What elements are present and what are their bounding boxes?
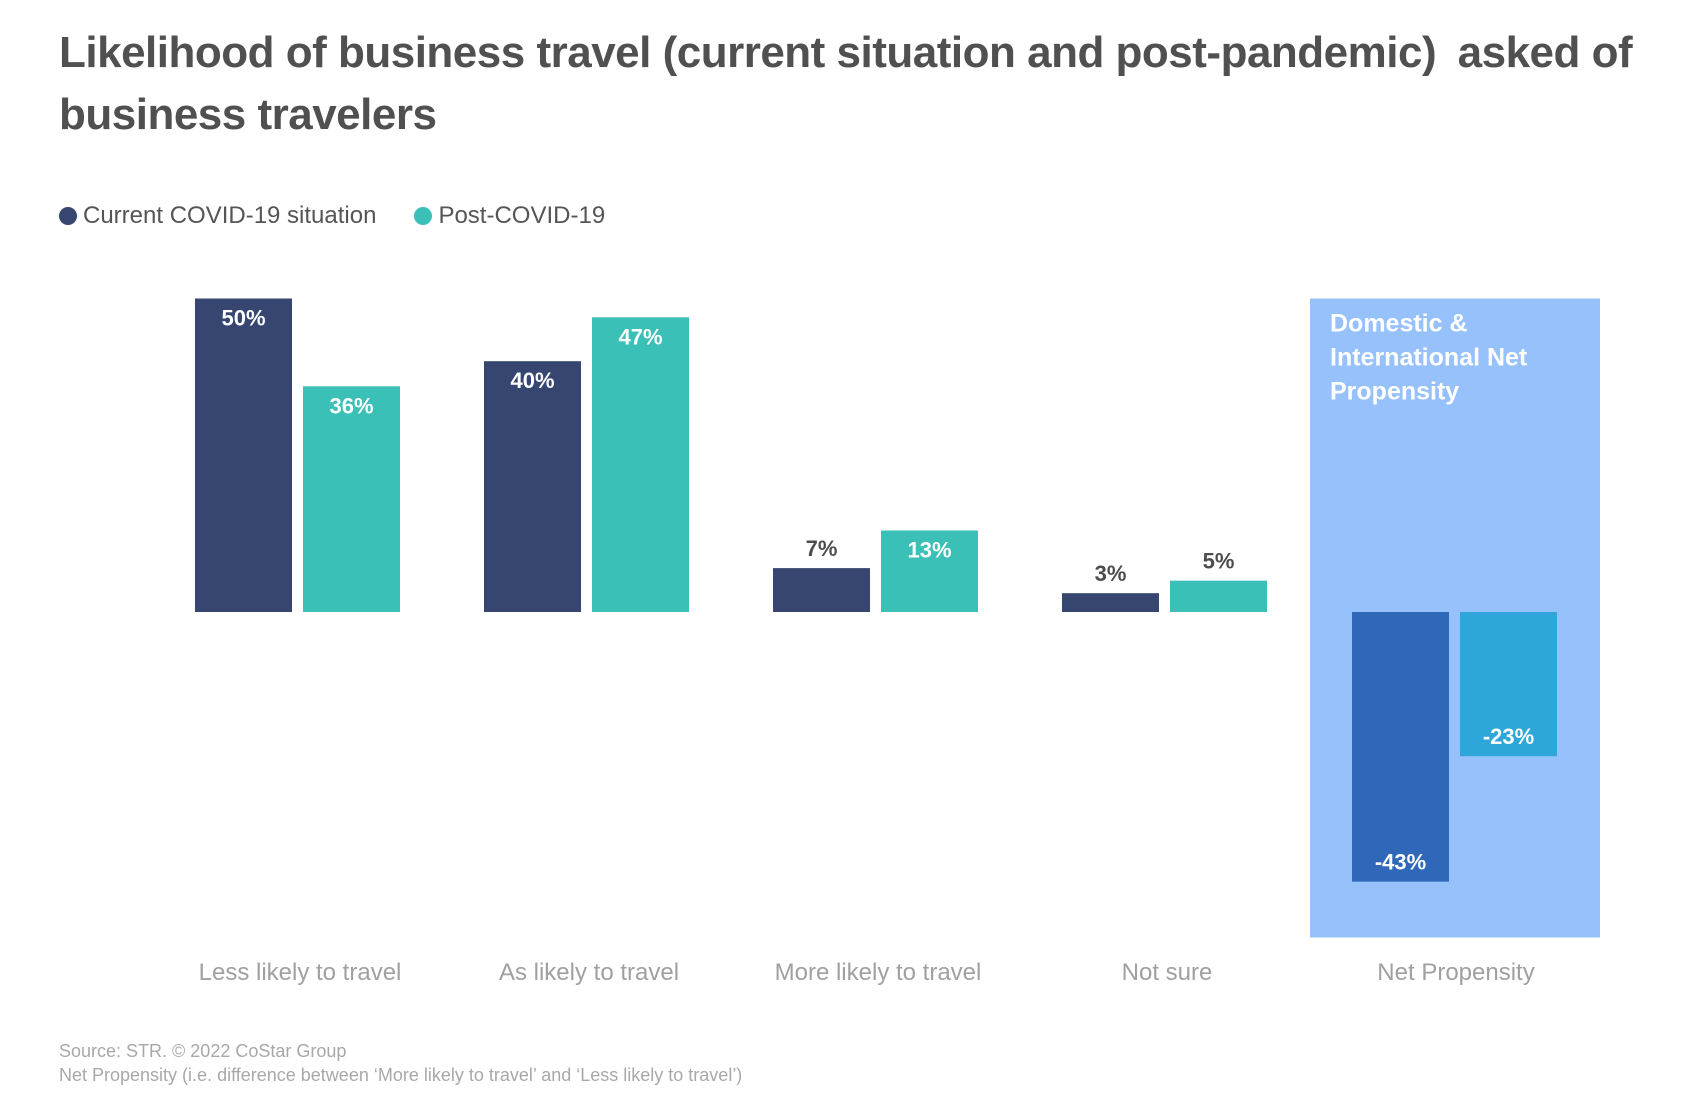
bar-current-covid-19-situation-not-sure: [1062, 593, 1159, 612]
chart-title: Likelihood of business travel (current s…: [59, 28, 1633, 139]
bar-post-covid-19-as-likely-to-travel: [592, 317, 689, 612]
legend-swatch-current: [59, 207, 77, 225]
legend-label-current: Current COVID-19 situation: [83, 202, 377, 229]
bar-post-covid-19-not-sure: [1170, 580, 1267, 612]
net-propensity-panel-label-line: Domestic &: [1330, 310, 1468, 338]
legend: Current COVID-19 situation Post-COVID-19: [59, 202, 643, 230]
net-propensity-panel-label-line: Propensity: [1330, 378, 1459, 406]
bar-current-covid-19-situation-as-likely-to-travel: [484, 361, 581, 612]
bar-post-covid-19-less-likely-to-travel: [303, 386, 400, 612]
bar-post-covid-19-net-propensity: [1460, 612, 1557, 757]
bar-current-covid-19-situation-less-likely-to-travel: [195, 298, 292, 612]
legend-swatch-post: [414, 207, 433, 225]
bar-current-covid-19-situation-net-propensity: [1352, 612, 1449, 882]
net-propensity-note: Net Propensity (i.e. difference between …: [59, 1065, 743, 1085]
data-label-post-covid-19-not-sure: 5%: [1203, 549, 1235, 574]
source-note: Source: STR. © 2022 CoStar Group: [59, 1041, 347, 1061]
data-label-current-covid-19-situation-more-likely-to-travel: 7%: [806, 536, 838, 561]
bar-current-covid-19-situation-more-likely-to-travel: [773, 568, 870, 612]
net-propensity-panel-label-line: International Net: [1330, 344, 1528, 372]
legend-item-post: Post-COVID-19: [414, 202, 605, 230]
data-label-current-covid-19-situation-not-sure: 3%: [1095, 561, 1127, 586]
category-label-net-propensity: Net Propensity: [1377, 959, 1534, 986]
category-label-less-likely-to-travel: Less likely to travel: [199, 959, 402, 986]
legend-label-post: Post-COVID-19: [438, 202, 606, 229]
data-label-current-covid-19-situation-as-likely-to-travel: 40%: [510, 368, 554, 393]
data-label-post-covid-19-as-likely-to-travel: 47%: [618, 324, 662, 349]
data-label-post-covid-19-less-likely-to-travel: 36%: [329, 393, 373, 418]
legend-item-current: Current COVID-19 situation: [59, 202, 376, 230]
category-label-more-likely-to-travel: More likely to travel: [775, 959, 982, 986]
category-label-not-sure: Not sure: [1122, 959, 1213, 986]
data-label-post-covid-19-net-propensity: -23%: [1483, 724, 1534, 749]
bar-post-covid-19-more-likely-to-travel: [881, 530, 978, 612]
data-label-post-covid-19-more-likely-to-travel: 13%: [907, 537, 951, 562]
data-label-current-covid-19-situation-net-propensity: -43%: [1375, 850, 1426, 875]
footer: Source: STR. © 2022 CoStar Group Net Pro…: [59, 1039, 742, 1087]
category-label-as-likely-to-travel: As likely to travel: [499, 959, 679, 986]
data-label-current-covid-19-situation-less-likely-to-travel: 50%: [221, 306, 265, 331]
